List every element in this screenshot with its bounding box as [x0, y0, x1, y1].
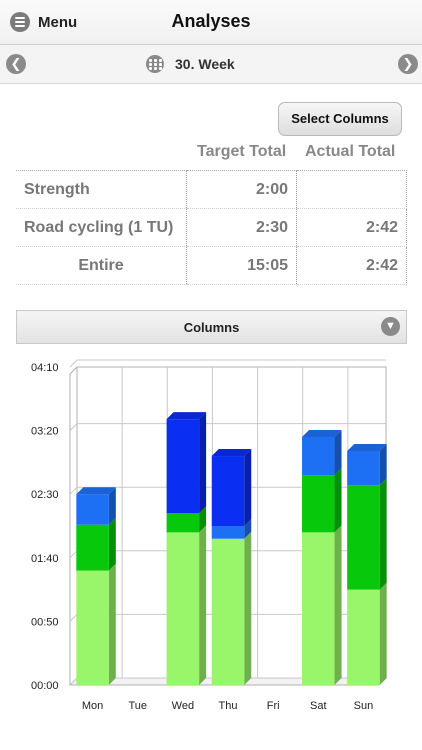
bar-segment	[76, 570, 109, 685]
x-tick-label: Mon	[82, 700, 103, 712]
bar-segment-side	[244, 519, 252, 539]
bar-segment	[76, 494, 109, 525]
previous-week-button[interactable]: ❮	[6, 54, 26, 74]
bar-segment-side	[199, 412, 207, 514]
top-navigation-bar: Menu Analyses	[0, 0, 422, 45]
x-tick-label: Fri	[267, 700, 280, 712]
gridline-side	[69, 486, 78, 495]
bar-segment-side	[379, 582, 387, 685]
table-row: Road cycling (1 TU) 2:30 2:42	[16, 208, 407, 247]
bar-top	[302, 429, 342, 437]
bar-segment	[166, 513, 200, 533]
week-navigation-bar: ❮ 30. Week ❯	[0, 45, 422, 84]
gridline-side	[69, 359, 78, 368]
actual-total-sum: 2:42	[296, 246, 407, 285]
select-columns-button[interactable]: Select Columns	[278, 102, 402, 136]
y-tick-label: 00:50	[31, 616, 59, 628]
y-tick-label: 03:20	[31, 426, 59, 438]
bar-segment	[76, 524, 109, 571]
bar-segment-side	[379, 443, 387, 486]
chevron-down-icon: ▼	[381, 317, 400, 336]
target-total-value: 2:30	[186, 208, 297, 247]
bar-segment	[166, 532, 200, 685]
y-axis-edge	[69, 366, 78, 375]
weekly-stacked-bar-chart: 00:00 00:50 01:40 02:30 03:20 04:10 Mon Tue Wed T…	[31, 359, 388, 712]
actual-total-header: Actual Total	[305, 143, 396, 160]
target-total-sum: 15:05	[186, 246, 297, 285]
total-row: Entire 15:05 2:42	[16, 246, 407, 285]
gridline-side	[69, 614, 78, 622]
bar-top	[347, 443, 387, 451]
gridline-side	[69, 677, 78, 686]
bar-segment	[166, 419, 200, 514]
menu-button[interactable]: Menu	[10, 11, 77, 33]
bar-segment	[347, 485, 380, 590]
columns-dropdown-label: Columns	[183, 320, 240, 335]
bar-segment-side	[334, 429, 342, 476]
bar-segment	[347, 450, 380, 486]
bar-segment	[211, 538, 245, 685]
total-label: Entire	[16, 246, 187, 285]
y-tick-label: 04:10	[31, 362, 59, 374]
columns-dropdown[interactable]: Columns ▼	[16, 310, 407, 344]
totals-table: Strength 2:00 Road cycling (1 TU) 2:30 2…	[16, 170, 407, 285]
week-label: 30. Week	[175, 56, 235, 72]
bar-segment	[302, 475, 335, 533]
x-tick-label: Tue	[128, 700, 147, 712]
bar-top	[76, 487, 116, 495]
gridline-side	[69, 423, 78, 431]
chevron-right-icon: ❯	[402, 56, 414, 71]
hamburger-menu-icon	[10, 12, 30, 32]
x-tick-label: Wed	[172, 700, 194, 712]
y-tick-label: 01:40	[31, 553, 59, 565]
x-tick-label: Sun	[354, 700, 374, 712]
bar-segment-side	[199, 506, 207, 533]
bar-segment	[302, 436, 335, 476]
activity-name: Strength	[16, 170, 187, 209]
bar-segment-side	[108, 487, 116, 525]
bar-top	[166, 412, 207, 420]
target-total-header: Target Total	[197, 143, 287, 160]
bar-segment	[211, 456, 245, 526]
bar-segment	[347, 589, 380, 685]
activity-name: Road cycling (1 TU)	[16, 208, 187, 247]
y-tick-label: 00:00	[31, 680, 59, 692]
bar-segment	[211, 526, 245, 539]
bar-segment-side	[379, 478, 387, 590]
bar-segment-side	[334, 525, 342, 685]
bar-segment-side	[334, 468, 342, 533]
x-tick-label: Thu	[219, 700, 238, 712]
chevron-left-icon: ❮	[10, 56, 22, 71]
bar-segment-side	[244, 531, 252, 685]
gridline-side	[69, 550, 78, 559]
bar-segment-side	[108, 517, 116, 571]
target-total-value: 2:00	[186, 170, 297, 209]
x-tick-label: Sat	[310, 700, 327, 712]
bar-top	[211, 449, 252, 457]
actual-total-value: 2:42	[296, 208, 407, 247]
menu-label: Menu	[38, 13, 78, 31]
bar-segment	[302, 532, 335, 685]
bar-segment-side	[108, 563, 116, 685]
actual-total-value	[296, 170, 407, 209]
bar-segment-side	[199, 525, 207, 685]
next-week-button[interactable]: ❯	[398, 54, 418, 74]
table-row: Strength 2:00	[16, 170, 407, 209]
y-tick-label: 02:30	[31, 489, 59, 501]
calendar-grid-icon[interactable]	[146, 55, 164, 73]
bar-segment-side	[244, 449, 252, 526]
